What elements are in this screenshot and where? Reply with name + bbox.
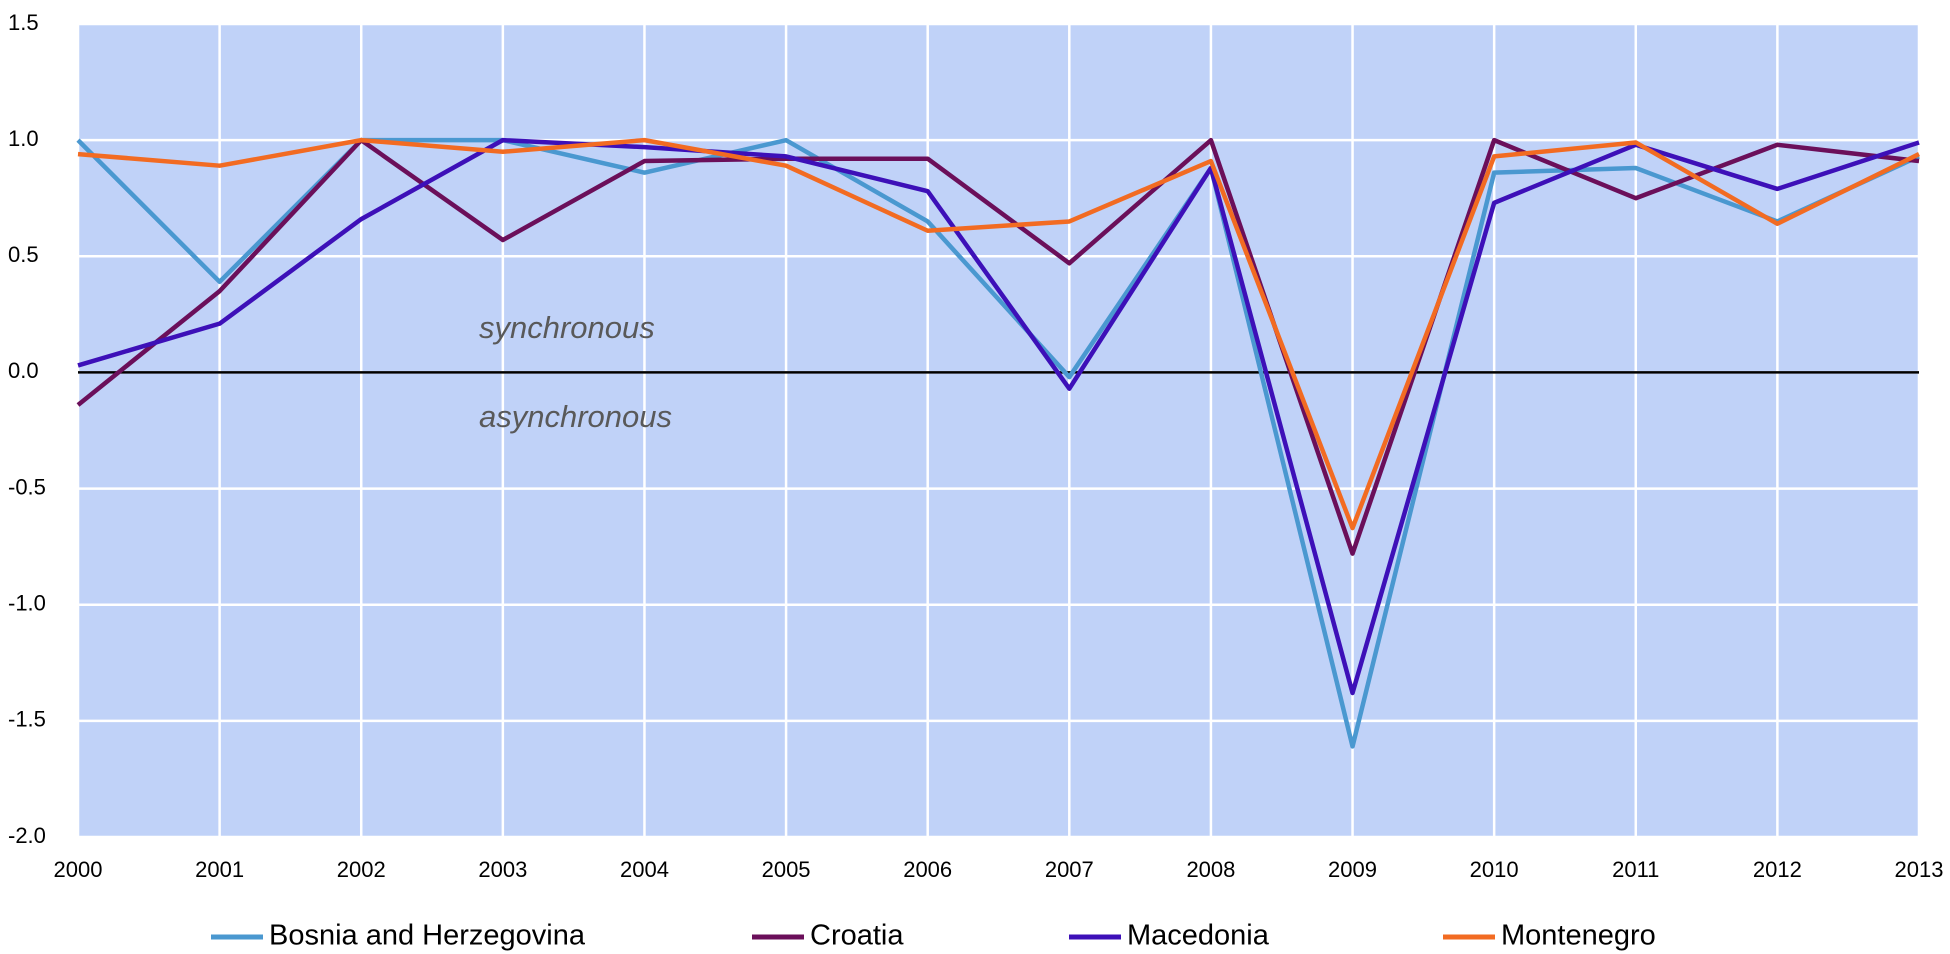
legend-label: Bosnia and Herzegovina — [269, 920, 586, 952]
x-tick-label: 2010 — [1470, 857, 1519, 882]
y-tick-label: 1.5 — [8, 10, 39, 35]
y-tick-label: 1.0 — [8, 126, 39, 151]
x-tick-label: 2009 — [1328, 857, 1377, 882]
annotation: asynchronous — [479, 399, 672, 434]
x-tick-label: 2008 — [1186, 857, 1235, 882]
x-tick-label: 2004 — [620, 857, 669, 882]
x-tick-label: 2005 — [762, 857, 811, 882]
x-tick-label: 2011 — [1612, 857, 1659, 882]
legend-label: Montenegro — [1501, 920, 1656, 952]
x-tick-label: 2000 — [54, 857, 103, 882]
legend-label: Croatia — [810, 920, 904, 952]
x-tick-label: 2002 — [337, 857, 386, 882]
y-tick-label: -1.0 — [8, 591, 46, 616]
x-tick-label: 2012 — [1753, 857, 1802, 882]
x-tick-label: 2006 — [903, 857, 952, 882]
y-tick-label: -1.5 — [8, 707, 46, 732]
y-tick-label: -0.5 — [8, 474, 46, 499]
y-tick-label: 0.5 — [8, 242, 39, 267]
annotation: synchronous — [479, 310, 655, 345]
x-tick-label: 2007 — [1045, 857, 1094, 882]
series-line — [77, 137, 1920, 696]
series-line — [76, 137, 1920, 556]
y-tick-label: 0.0 — [8, 358, 39, 383]
x-tick-label: 2003 — [478, 857, 527, 882]
y-tick-label: -2.0 — [8, 823, 46, 848]
legend-label: Macedonia — [1127, 920, 1270, 952]
x-tick-label: 2013 — [1895, 857, 1944, 882]
x-tick-label: 2001 — [195, 857, 244, 882]
series-line — [77, 137, 1920, 531]
